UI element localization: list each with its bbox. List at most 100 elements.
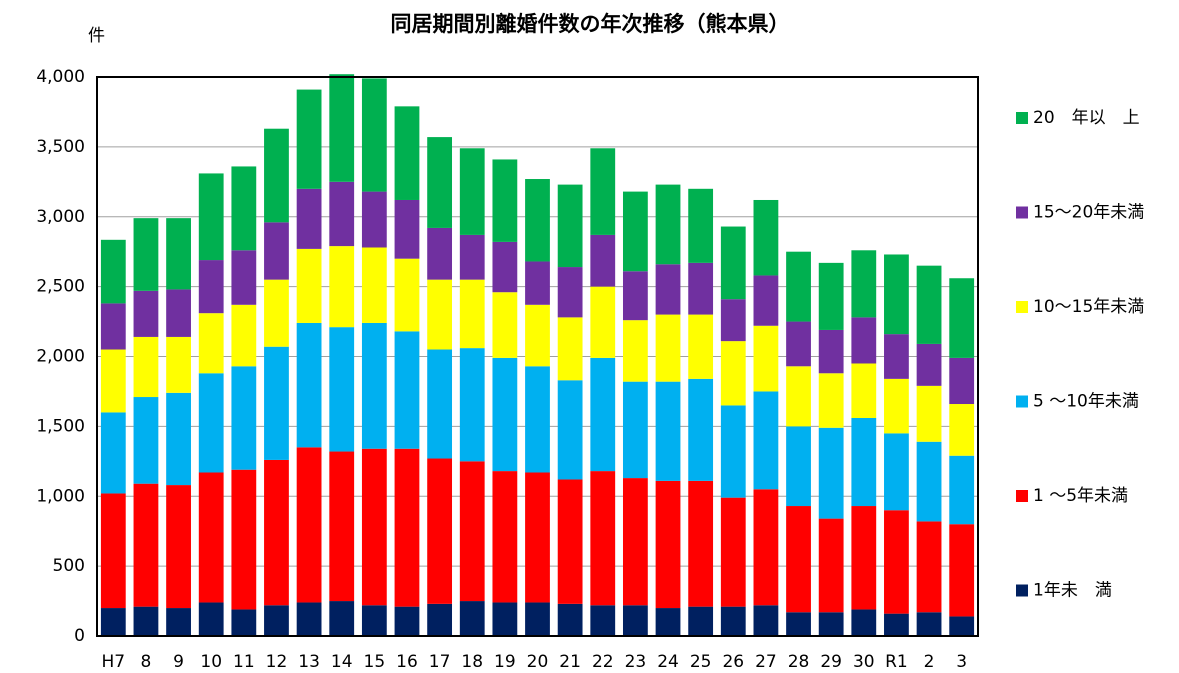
bar-segment (394, 199, 420, 259)
bar-segment (133, 290, 159, 337)
bar-segment (884, 378, 909, 434)
legend-swatch (1016, 206, 1028, 219)
bar-segment (394, 448, 420, 607)
bar-segment (753, 199, 779, 276)
x-tick-label: 27 (755, 652, 777, 672)
x-tick-label: 9 (173, 652, 184, 672)
bar-segment (427, 458, 453, 604)
bar-segment (459, 279, 485, 349)
bar-segment (264, 346, 289, 460)
legend-swatch (1016, 584, 1028, 597)
bar-segment (557, 479, 583, 604)
bar-segment (949, 278, 975, 358)
bar-segment (394, 258, 420, 332)
bar-segment (525, 261, 550, 305)
bar-segment (590, 234, 616, 287)
bar-segment (786, 366, 811, 427)
legend-swatch (1016, 112, 1028, 124)
bar-segment (851, 250, 877, 318)
bar-segment (100, 493, 126, 609)
bar-segment (851, 609, 877, 636)
bar-segment (688, 606, 714, 636)
bar-segment (198, 260, 224, 314)
bar-segment (916, 521, 942, 613)
bar-segment (100, 608, 126, 636)
bar-segment (949, 357, 975, 405)
bar-segment (818, 427, 844, 519)
bar-segment (720, 226, 746, 300)
bar-segment (361, 78, 387, 192)
bar-segment (949, 616, 975, 636)
bar-segment (688, 480, 714, 607)
bar-segment (655, 608, 681, 636)
bar-segment (133, 397, 159, 484)
x-tick-label: 19 (494, 652, 516, 672)
bar-segment (198, 313, 224, 374)
x-tick-label: R1 (885, 652, 908, 672)
bar-segment (427, 227, 453, 280)
bar-segment (198, 373, 224, 473)
bar-segment (916, 265, 942, 344)
bar-segment (361, 191, 387, 248)
bar-segment (720, 497, 746, 607)
bar-segment (884, 254, 909, 335)
bar-segment (622, 605, 648, 636)
x-tick-label: 28 (788, 652, 810, 672)
y-tick-label: 2,000 (36, 347, 85, 367)
bar-segment (427, 349, 453, 459)
x-tick-label: 11 (233, 652, 255, 672)
bar-segment (296, 188, 322, 249)
bar-segment (557, 317, 583, 381)
bar-segment (231, 609, 257, 636)
bar-segment (916, 441, 942, 522)
bar-segment (100, 303, 126, 350)
bar-segment (361, 247, 387, 323)
x-tick-label: H7 (102, 652, 126, 672)
bar-segment (851, 317, 877, 364)
bar-segment (100, 412, 126, 494)
bar-segment (231, 304, 257, 367)
x-tick-label: 10 (200, 652, 222, 672)
bar-segment (884, 613, 909, 636)
bar-segment (329, 327, 355, 452)
bar-segment (427, 603, 453, 636)
bar-segment (818, 373, 844, 428)
bar-segment (231, 469, 257, 610)
bar-segment (753, 275, 779, 326)
bar-segment (394, 331, 420, 449)
bar-segment (720, 299, 746, 342)
bar-segment (166, 608, 191, 636)
legend-label: 5 ～10年未満 (1033, 392, 1139, 412)
legend-label: 1年未 満 (1033, 581, 1112, 601)
bar-segment (394, 606, 420, 636)
bar-segment (851, 363, 877, 418)
y-tick-label: 3,000 (36, 207, 85, 227)
bar-segment (264, 222, 289, 280)
bar-segment (459, 234, 485, 280)
bar-segment (688, 262, 714, 315)
bar-segment (655, 264, 681, 315)
bar-segment (786, 426, 811, 507)
legend-swatch (1016, 490, 1028, 502)
bar-segment (851, 417, 877, 507)
bar-segment (296, 89, 322, 189)
bar-segment (949, 455, 975, 525)
y-tick-label: 4,000 (36, 67, 85, 87)
x-tick-label: 16 (396, 652, 418, 672)
legend-label: 15～20年未満 (1033, 203, 1144, 223)
legend-swatch (1016, 301, 1028, 313)
bar-segment (231, 366, 257, 470)
bar-segment (100, 349, 126, 413)
bar-segment (296, 322, 322, 448)
bar-segment (753, 489, 779, 606)
y-tick-label: 2,500 (36, 277, 85, 297)
bar-segment (720, 405, 746, 498)
x-tick-label: 14 (331, 652, 353, 672)
bar-segment (557, 380, 583, 480)
bar-segment (525, 179, 550, 262)
bar-segment (264, 459, 289, 606)
bar-segment (916, 343, 942, 386)
bar-segment (459, 461, 485, 602)
bar-segment (525, 304, 550, 367)
bar-segment (492, 241, 518, 293)
